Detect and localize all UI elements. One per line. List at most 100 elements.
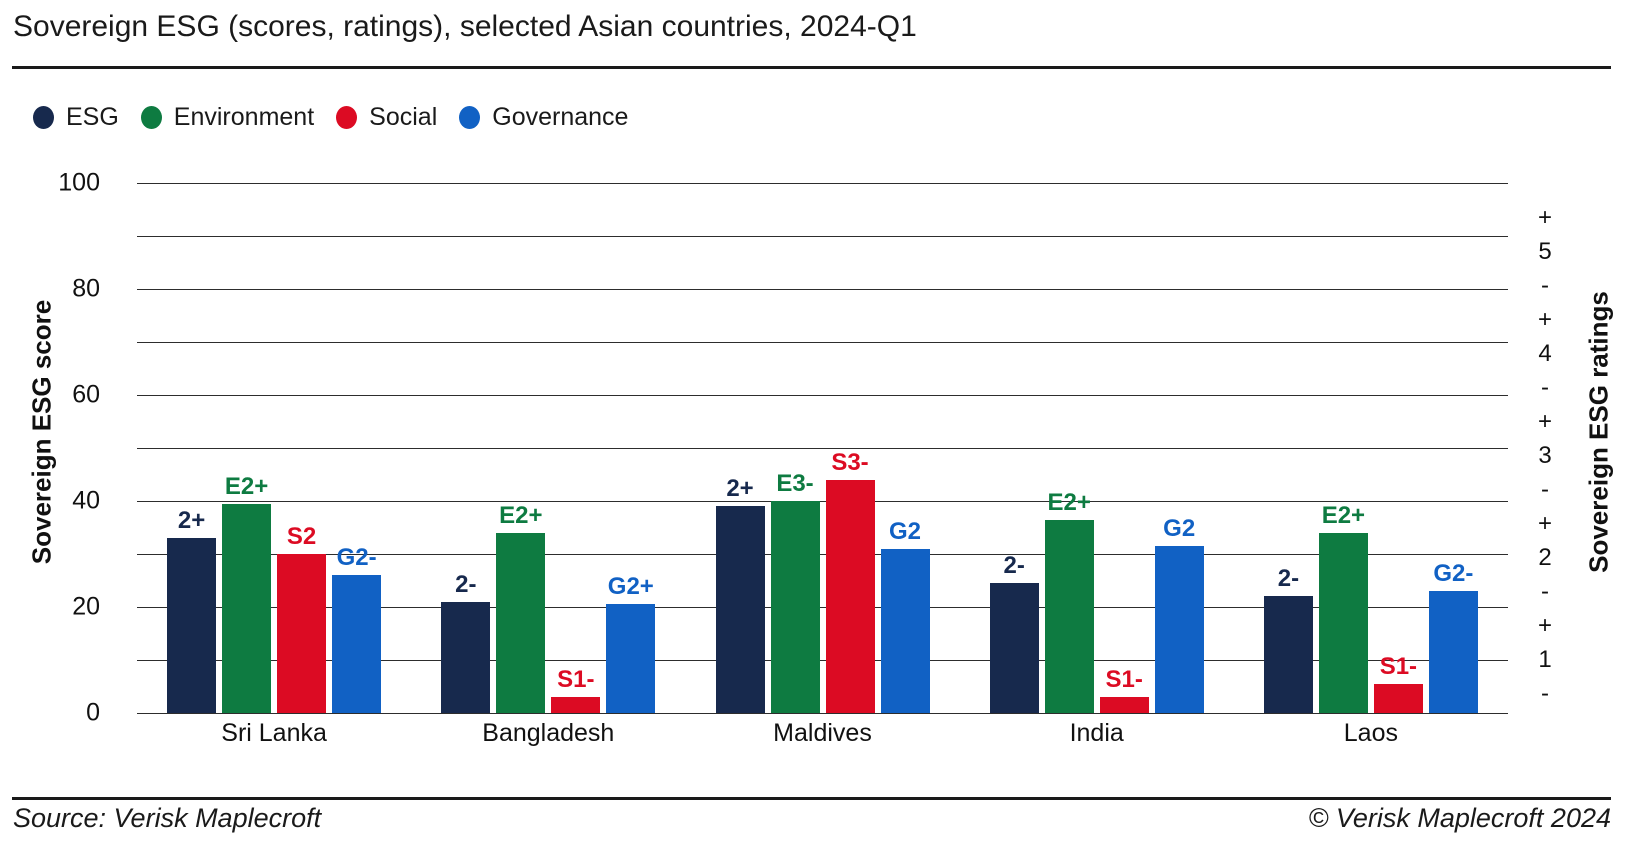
- gridline: [137, 713, 1508, 714]
- y-axis-tick: 20: [72, 592, 100, 621]
- ratings-axis-tick: 3: [1538, 442, 1552, 469]
- y-axis-tick: 80: [72, 274, 100, 303]
- legend-item-social: Social: [336, 103, 437, 132]
- bar-group-laos: 2- E2+ S1- G2-: [1263, 183, 1478, 713]
- rating-label: G2: [1163, 515, 1196, 543]
- bar-slot: S3-: [825, 183, 875, 713]
- social-bar: [1099, 697, 1149, 713]
- environment-bar: [1318, 532, 1368, 713]
- category-label: Laos: [1343, 719, 1398, 747]
- environment-bar: [222, 503, 272, 713]
- bar-slot: E2+: [1044, 183, 1094, 713]
- legend-label: Social: [369, 103, 438, 131]
- gridline: [137, 236, 1508, 237]
- ratings-axis-tick: +: [1537, 408, 1552, 435]
- rating-label: 2-: [1003, 552, 1025, 580]
- bar-slot: E3-: [770, 183, 820, 713]
- rating-label: 2+: [177, 507, 206, 535]
- bar-slot: G2-: [1428, 183, 1478, 713]
- legend-label: ESG: [66, 103, 119, 131]
- rating-label: S1-: [1379, 652, 1418, 680]
- ratings-axis-tick: +: [1537, 612, 1552, 639]
- rating-label: E2+: [224, 472, 269, 500]
- ratings-axis-tick: 2: [1538, 544, 1552, 571]
- category-label: India: [1069, 719, 1124, 747]
- y-axis-tick: 60: [72, 380, 100, 409]
- gridline: [137, 448, 1508, 449]
- governance-bar: [1154, 546, 1204, 713]
- bar-slot: S2: [277, 183, 327, 713]
- y-axis-tick: 0: [86, 698, 100, 727]
- environment-bar: [770, 501, 820, 713]
- chart-title: Sovereign ESG (scores, ratings), selecte…: [13, 10, 917, 43]
- rating-label: G2-: [336, 544, 377, 572]
- legend: ESG Environment Social Governance: [33, 103, 628, 132]
- gridline: [137, 289, 1508, 290]
- rating-label: G2-: [1433, 560, 1474, 588]
- bar-group-india: 2- E2+ S1- G2: [989, 183, 1204, 713]
- governance-bar: [1428, 591, 1478, 713]
- gridline: [137, 501, 1508, 502]
- bar-group-maldives: 2+ E3- S3- G2: [715, 183, 930, 713]
- governance-bar: [606, 604, 656, 713]
- rating-label: E2+: [1047, 488, 1091, 516]
- ratings-axis-tick: -: [1541, 272, 1549, 299]
- bar-group-sri-lanka: 2+ E2+ S2 G2-: [167, 183, 382, 713]
- ratings-axis-tick: -: [1541, 680, 1549, 707]
- y-axis-tick: 100: [58, 168, 100, 197]
- copyright-note: © Verisk Maplecroft 2024: [1308, 803, 1611, 833]
- rating-label: S1-: [557, 666, 595, 694]
- bar-slot: E2+: [222, 183, 272, 713]
- bar-slot: S1-: [1373, 183, 1423, 713]
- rating-label: E2+: [1321, 501, 1366, 529]
- gridline: [137, 342, 1508, 343]
- bar-slot: G2: [1154, 183, 1204, 713]
- title-divider: [12, 66, 1611, 69]
- rating-label: S1-: [1105, 666, 1143, 694]
- rating-label: 2-: [455, 570, 477, 598]
- bar-slot: S1-: [1099, 183, 1149, 713]
- governance-bar: [880, 548, 930, 713]
- ratings-axis-tick: -: [1541, 578, 1549, 605]
- bar-slot: 2-: [989, 183, 1039, 713]
- esg-bar: [715, 506, 765, 713]
- ratings-axis-tick: +: [1537, 510, 1552, 537]
- bar-slot: G2+: [606, 183, 656, 713]
- category-label: Sri Lanka: [221, 719, 327, 747]
- esg-bar: [167, 538, 217, 713]
- gridline: [137, 554, 1508, 555]
- ratings-axis-tick: 5: [1538, 238, 1552, 265]
- rating-label: 2-: [1277, 565, 1300, 593]
- environment-bar: [496, 532, 546, 713]
- legend-dot: [140, 106, 162, 129]
- right-axis-title: Sovereign ESG ratings: [1583, 291, 1614, 573]
- rating-label: S2: [286, 523, 317, 550]
- rating-label: S3-: [831, 448, 869, 476]
- bar-slot: 2+: [715, 183, 765, 713]
- legend-label: Environment: [173, 103, 315, 131]
- bar-slot: G2: [880, 183, 930, 713]
- social-bar: [277, 554, 327, 713]
- source-note: Source: Verisk Maplecroft: [13, 803, 322, 833]
- esg-bar: [441, 601, 491, 713]
- social-bar: [1373, 683, 1423, 713]
- ratings-axis-tick: -: [1541, 476, 1549, 503]
- category-label: Bangladesh: [482, 719, 615, 747]
- social-bar: [825, 479, 875, 713]
- footer-divider: [12, 797, 1611, 800]
- bar-slot: E2+: [1318, 183, 1368, 713]
- rating-label: E2+: [499, 501, 543, 529]
- bar-slot: 2+: [167, 183, 217, 713]
- legend-item-esg: ESG: [33, 103, 119, 132]
- bar-slot: S1-: [551, 183, 601, 713]
- ratings-axis-tick: 4: [1538, 340, 1552, 367]
- category-label: Maldives: [773, 719, 872, 747]
- governance-bar: [332, 575, 382, 713]
- esg-bar: [1263, 596, 1313, 713]
- rating-label: 2+: [726, 475, 754, 503]
- gridline: [137, 607, 1508, 608]
- gridline: [137, 395, 1508, 396]
- rating-label: G2: [888, 517, 921, 545]
- y-axis-tick: 40: [72, 486, 100, 515]
- legend-dot: [33, 106, 54, 129]
